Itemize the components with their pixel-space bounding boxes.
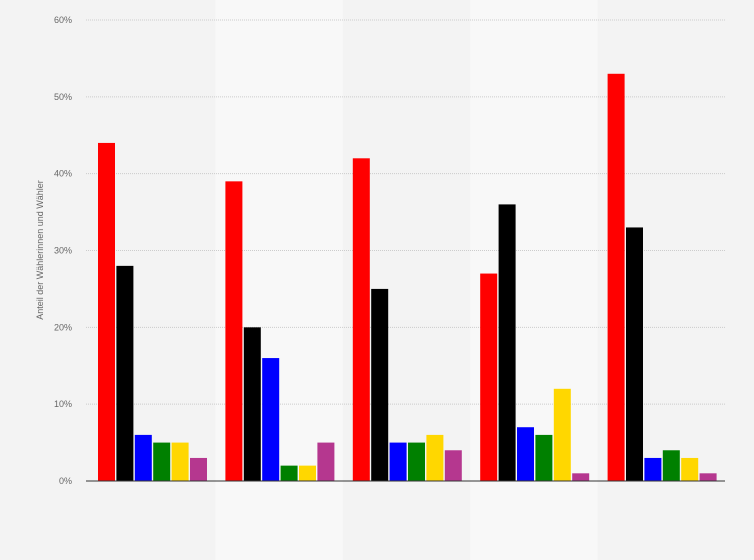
y-tick-label: 20% <box>54 322 72 332</box>
bar[interactable] <box>626 227 643 481</box>
bar[interactable] <box>553 388 571 481</box>
bar[interactable] <box>299 465 316 481</box>
bar[interactable] <box>153 442 171 481</box>
bar[interactable] <box>352 158 370 482</box>
bar[interactable] <box>644 457 662 481</box>
bar[interactable] <box>444 450 462 481</box>
bar[interactable] <box>426 434 444 481</box>
y-axis-ticks: 0% 10% 20% 30% 40% 50% 60% <box>54 15 72 486</box>
y-tick-label: 50% <box>54 92 72 102</box>
bar[interactable] <box>607 73 625 482</box>
y-tick-label: 30% <box>54 246 72 256</box>
bar[interactable] <box>480 273 498 481</box>
bar[interactable] <box>389 442 407 481</box>
bar[interactable] <box>317 442 335 481</box>
bar[interactable] <box>371 288 389 481</box>
bar[interactable] <box>498 204 516 481</box>
bar[interactable] <box>262 358 280 481</box>
bar[interactable] <box>681 457 699 481</box>
y-tick-label: 10% <box>54 399 72 409</box>
y-axis-title: Anteil der Wählerinnen und Wähler <box>35 180 45 320</box>
y-tick-label: 40% <box>54 169 72 179</box>
bar[interactable] <box>572 473 590 481</box>
bar[interactable] <box>408 442 425 481</box>
bar[interactable] <box>243 327 261 481</box>
bar[interactable] <box>116 265 134 481</box>
bar[interactable] <box>699 473 717 481</box>
y-tick-label: 0% <box>59 476 72 486</box>
bars <box>98 73 717 482</box>
bar[interactable] <box>98 142 115 481</box>
bar[interactable] <box>535 434 553 481</box>
bar[interactable] <box>190 457 207 481</box>
bar[interactable] <box>171 442 189 481</box>
bar[interactable] <box>225 181 243 481</box>
bar[interactable] <box>280 465 298 481</box>
bar[interactable] <box>662 450 680 481</box>
bar[interactable] <box>134 434 152 481</box>
bar[interactable] <box>517 427 534 481</box>
y-tick-label: 60% <box>54 15 72 25</box>
